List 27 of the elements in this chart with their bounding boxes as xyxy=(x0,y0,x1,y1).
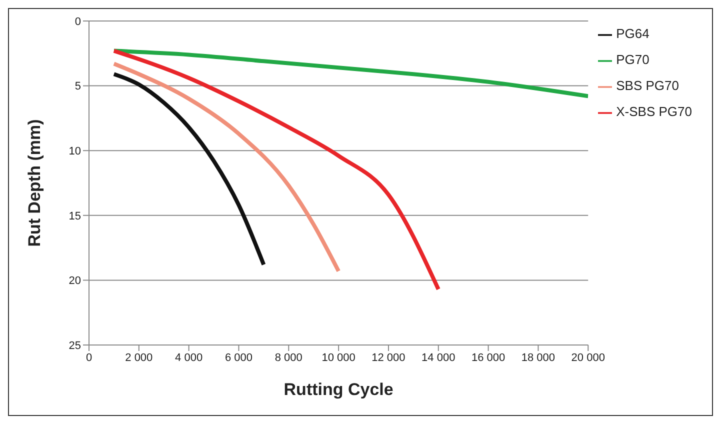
line-series xyxy=(112,48,588,98)
line-series xyxy=(112,62,341,274)
legend-label: PG64 xyxy=(616,26,650,41)
x-tick-label: 8 000 xyxy=(274,352,302,364)
legend-label: X-SBS PG70 xyxy=(616,104,692,119)
legend-label: PG70 xyxy=(616,52,650,67)
y-tick-label: 0 xyxy=(74,16,81,28)
x-tick-label: 6 000 xyxy=(224,352,253,364)
x-tick-label: 2 000 xyxy=(125,352,153,364)
y-tick-label: 20 xyxy=(68,275,81,288)
y-tick-label: 15 xyxy=(68,210,81,222)
x-tick-label: 16 000 xyxy=(471,352,506,364)
x-tick-label: 20 000 xyxy=(571,352,605,364)
x-tick-label: 10 000 xyxy=(322,352,356,364)
x-tick-label: 0 xyxy=(86,352,92,364)
legend-label: SBS PG70 xyxy=(616,78,679,93)
y-tick-label: 5 xyxy=(74,80,81,93)
x-tick-label: 14 000 xyxy=(422,352,456,364)
x-tick-label: 12 000 xyxy=(372,352,406,364)
y-tick-label: 10 xyxy=(68,146,81,158)
x-tick-label: 18 000 xyxy=(521,352,556,364)
line-series xyxy=(112,48,440,292)
y-axis-title: Rut Depth (mm) xyxy=(25,119,44,247)
x-tick-label: 4 000 xyxy=(175,352,203,364)
x-axis-title: Rutting Cycle xyxy=(284,380,394,399)
line-series xyxy=(112,72,266,267)
y-tick-label: 25 xyxy=(68,340,81,352)
